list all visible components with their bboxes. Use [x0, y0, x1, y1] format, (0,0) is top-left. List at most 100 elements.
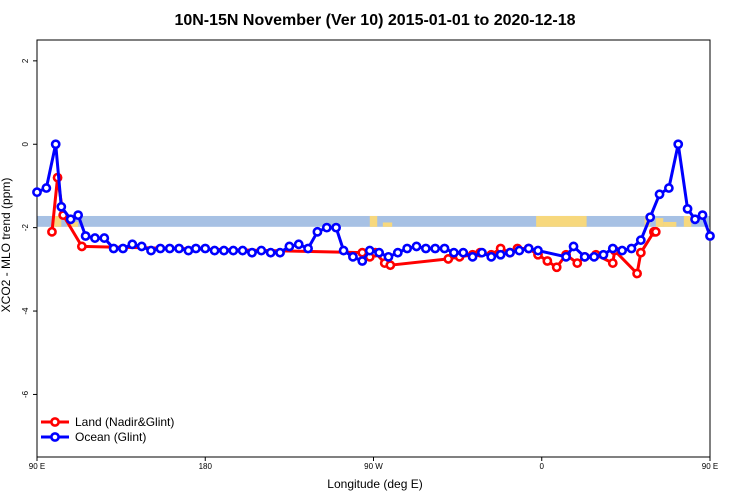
- data-point: [348, 251, 358, 262]
- data-point: [312, 226, 323, 237]
- data-point: [635, 247, 646, 258]
- land-patch: [663, 221, 677, 227]
- legend-marker: [50, 432, 60, 442]
- data-point: [47, 226, 57, 237]
- y-axis-ticks: 2 0 -2 -4 -6: [21, 58, 37, 398]
- data-point: [191, 243, 201, 254]
- land-patch: [566, 215, 576, 222]
- data-point: [174, 243, 184, 254]
- data-point: [439, 243, 450, 254]
- data-point: [338, 245, 349, 256]
- legend-marker: [50, 417, 60, 427]
- data-point: [56, 201, 67, 212]
- data-point: [200, 243, 211, 254]
- series-1: [32, 139, 715, 266]
- data-point: [705, 231, 715, 241]
- y-tick-label: -2: [21, 224, 30, 232]
- data-point: [357, 256, 368, 266]
- data-point: [523, 243, 534, 254]
- data-point: [127, 239, 138, 250]
- land-patch: [369, 215, 378, 227]
- data-point: [164, 243, 175, 254]
- data-point: [65, 214, 76, 225]
- data-point: [551, 262, 562, 273]
- y-tick-label: -4: [21, 307, 30, 315]
- data-point: [293, 239, 304, 250]
- data-point: [645, 212, 656, 223]
- data-point: [265, 247, 276, 258]
- data-series: [32, 139, 715, 279]
- data-point: [654, 189, 665, 200]
- data-point: [697, 210, 708, 221]
- data-point: [579, 251, 590, 262]
- data-point: [284, 241, 295, 252]
- data-point: [50, 139, 61, 150]
- data-point: [443, 254, 454, 264]
- land-patch: [536, 215, 587, 227]
- data-point: [514, 245, 525, 256]
- data-point: [146, 245, 156, 256]
- data-point: [572, 258, 583, 268]
- data-point: [607, 243, 618, 254]
- data-point: [632, 268, 642, 279]
- data-point: [383, 251, 394, 262]
- land-patch: [382, 222, 393, 227]
- data-point: [607, 258, 618, 268]
- data-point: [99, 233, 110, 243]
- data-point: [155, 243, 166, 254]
- data-point: [364, 245, 375, 256]
- chart-title: 10N-15N November (Ver 10) 2015-01-01 to …: [174, 12, 575, 29]
- data-point: [228, 245, 239, 256]
- data-point: [303, 243, 313, 254]
- data-point: [136, 241, 147, 252]
- y-tick-label: -6: [21, 390, 30, 398]
- data-point: [635, 235, 646, 246]
- x-tick-label: 180: [199, 462, 213, 471]
- data-point: [568, 241, 579, 252]
- data-point: [275, 247, 285, 258]
- data-point: [331, 222, 342, 233]
- land-patch: [53, 215, 62, 227]
- x-tick-label: 90 E: [29, 462, 45, 471]
- data-point: [505, 247, 515, 258]
- data-point: [247, 247, 257, 258]
- data-point: [448, 247, 459, 258]
- data-point: [73, 210, 84, 221]
- data-point: [420, 243, 431, 254]
- data-point: [598, 249, 609, 260]
- data-point: [682, 203, 693, 214]
- data-point: [673, 139, 684, 150]
- data-point: [690, 214, 700, 225]
- data-point: [533, 245, 543, 256]
- data-point: [256, 245, 267, 256]
- data-point: [90, 233, 100, 243]
- x-tick-label: 90 E: [702, 462, 718, 471]
- background-band: [37, 215, 710, 227]
- data-point: [589, 251, 599, 262]
- data-point: [219, 245, 229, 256]
- data-point: [183, 245, 194, 256]
- data-point: [321, 222, 332, 233]
- data-point: [237, 245, 248, 256]
- data-point: [561, 251, 571, 262]
- land-patch: [683, 215, 692, 227]
- data-point: [542, 256, 553, 266]
- data-point: [118, 243, 128, 254]
- data-point: [663, 183, 674, 193]
- x-axis-label: Longitude (deg E): [327, 477, 422, 491]
- data-point: [467, 251, 478, 262]
- y-axis-label: XCO2 - MLO trend (ppm): [0, 178, 13, 313]
- data-point: [486, 251, 497, 262]
- data-point: [411, 241, 422, 252]
- data-point: [32, 187, 42, 198]
- data-point: [430, 243, 441, 254]
- y-tick-label: 0: [21, 141, 30, 146]
- y-tick-label: 2: [21, 58, 30, 63]
- legend-label: Ocean (Glint): [75, 430, 146, 444]
- legend-label: Land (Nadir&Glint): [75, 415, 174, 429]
- data-point: [402, 243, 413, 254]
- data-point: [495, 249, 506, 260]
- data-point: [209, 245, 220, 256]
